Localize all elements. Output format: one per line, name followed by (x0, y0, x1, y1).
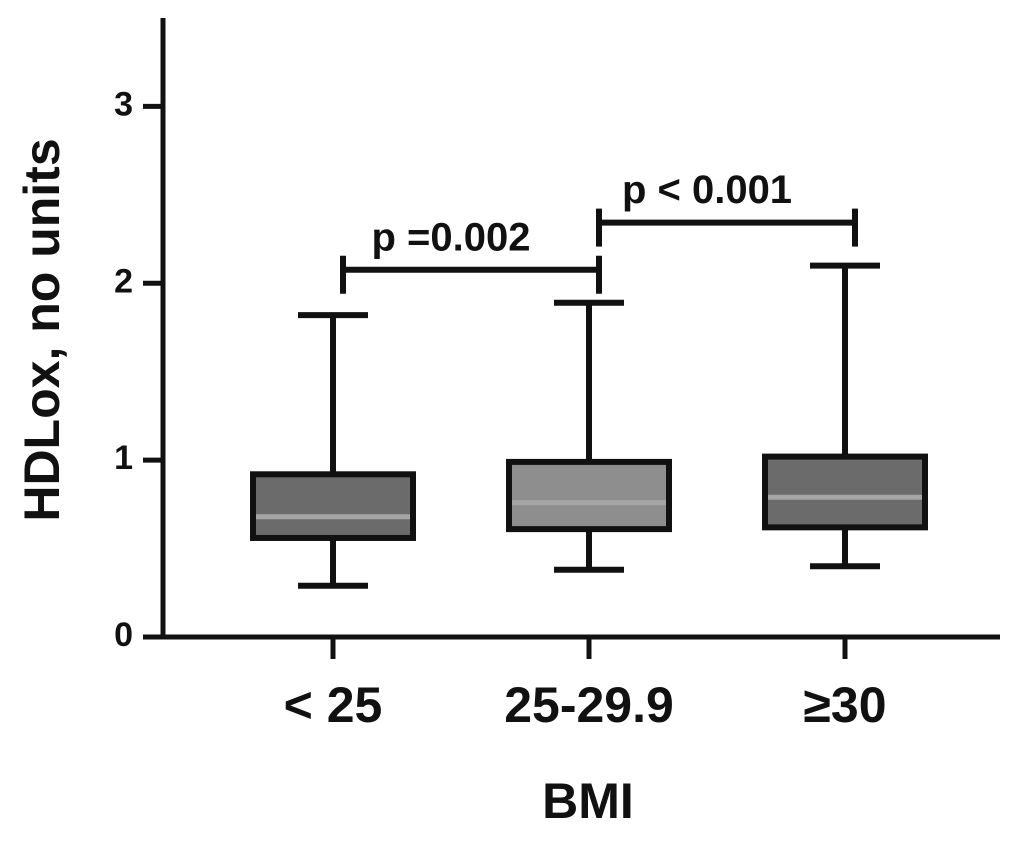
box (762, 453, 928, 531)
y-tick-label: 0 (114, 616, 133, 654)
x-tick-label: ≥30 (803, 677, 886, 733)
x-axis-label: BMI (542, 773, 634, 829)
x-tick-label: < 25 (284, 677, 383, 733)
box (506, 458, 672, 533)
y-tick-label: 2 (114, 262, 133, 300)
x-tick-label: 25-29.9 (504, 677, 674, 733)
y-tick-label: 1 (114, 439, 133, 477)
y-axis-label: HDLox, no units (14, 138, 70, 521)
annotation: p =0.002 (371, 215, 530, 259)
box (250, 471, 416, 541)
y-tick-label: 3 (114, 85, 133, 123)
annotation: p < 0.001 (622, 168, 792, 212)
